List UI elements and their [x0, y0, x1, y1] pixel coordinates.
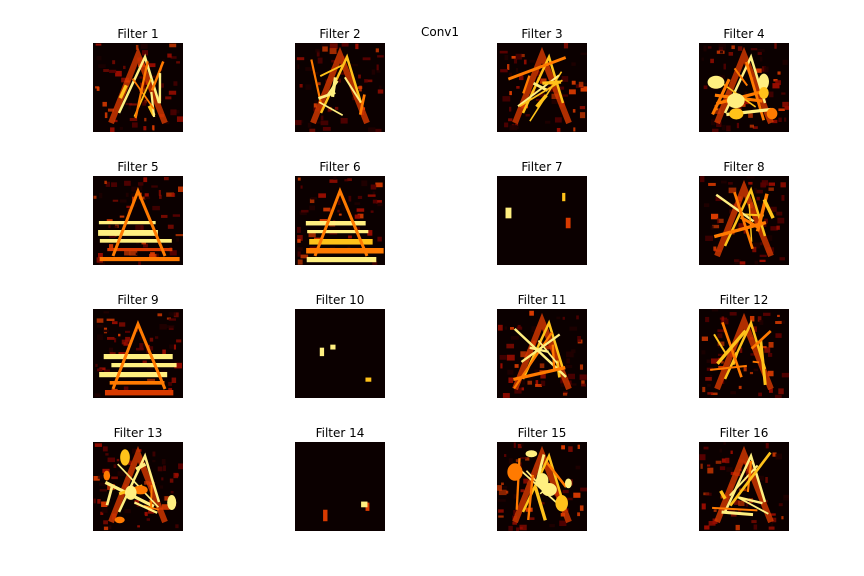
- filter-label: Filter 7: [521, 160, 563, 174]
- filter-label: Filter 9: [117, 293, 159, 307]
- feature-map-image: [497, 442, 587, 531]
- feature-map-image: [699, 43, 789, 132]
- feature-map-image: [295, 309, 385, 398]
- feature-map-image: [93, 442, 183, 531]
- filter-label: Filter 12: [719, 293, 769, 307]
- filter-label: Filter 5: [117, 160, 159, 174]
- feature-map-image: [497, 43, 587, 132]
- figure-title: Conv1: [420, 25, 460, 39]
- filter-label: Filter 11: [517, 293, 567, 307]
- filter-label: Filter 2: [319, 27, 361, 41]
- filter-label: Filter 14: [315, 426, 365, 440]
- filter-label: Filter 16: [719, 426, 769, 440]
- feature-map-image: [93, 176, 183, 265]
- feature-map-image: [93, 309, 183, 398]
- feature-map-image: [699, 442, 789, 531]
- feature-map-image: [699, 176, 789, 265]
- filter-label: Filter 3: [521, 27, 563, 41]
- feature-map-image: [497, 176, 587, 265]
- filter-label: Filter 1: [117, 27, 159, 41]
- filter-label: Filter 13: [113, 426, 163, 440]
- feature-map-image: [699, 309, 789, 398]
- filter-label: Filter 15: [517, 426, 567, 440]
- feature-map-image: [295, 43, 385, 132]
- filter-label: Filter 4: [723, 27, 765, 41]
- feature-map-image: [295, 442, 385, 531]
- filter-label: Filter 6: [319, 160, 361, 174]
- feature-map-image: [295, 176, 385, 265]
- feature-map-image: [93, 43, 183, 132]
- feature-map-image: [497, 309, 587, 398]
- filter-label: Filter 8: [723, 160, 765, 174]
- filter-label: Filter 10: [315, 293, 365, 307]
